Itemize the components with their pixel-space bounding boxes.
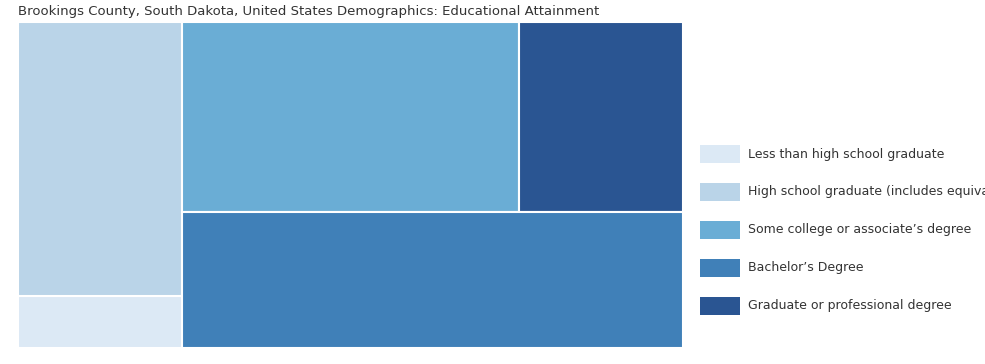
Text: High school graduate (includes equivalency): High school graduate (includes equivalen…	[748, 186, 985, 198]
Text: Less than high school graduate: Less than high school graduate	[748, 147, 945, 161]
Text: Brookings County, South Dakota, United States Demographics: Educational Attainme: Brookings County, South Dakota, United S…	[18, 5, 599, 18]
Text: Some college or associate’s degree: Some college or associate’s degree	[748, 223, 971, 237]
Text: Bachelor’s Degree: Bachelor’s Degree	[748, 261, 864, 274]
Text: Graduate or professional degree: Graduate or professional degree	[748, 300, 952, 313]
